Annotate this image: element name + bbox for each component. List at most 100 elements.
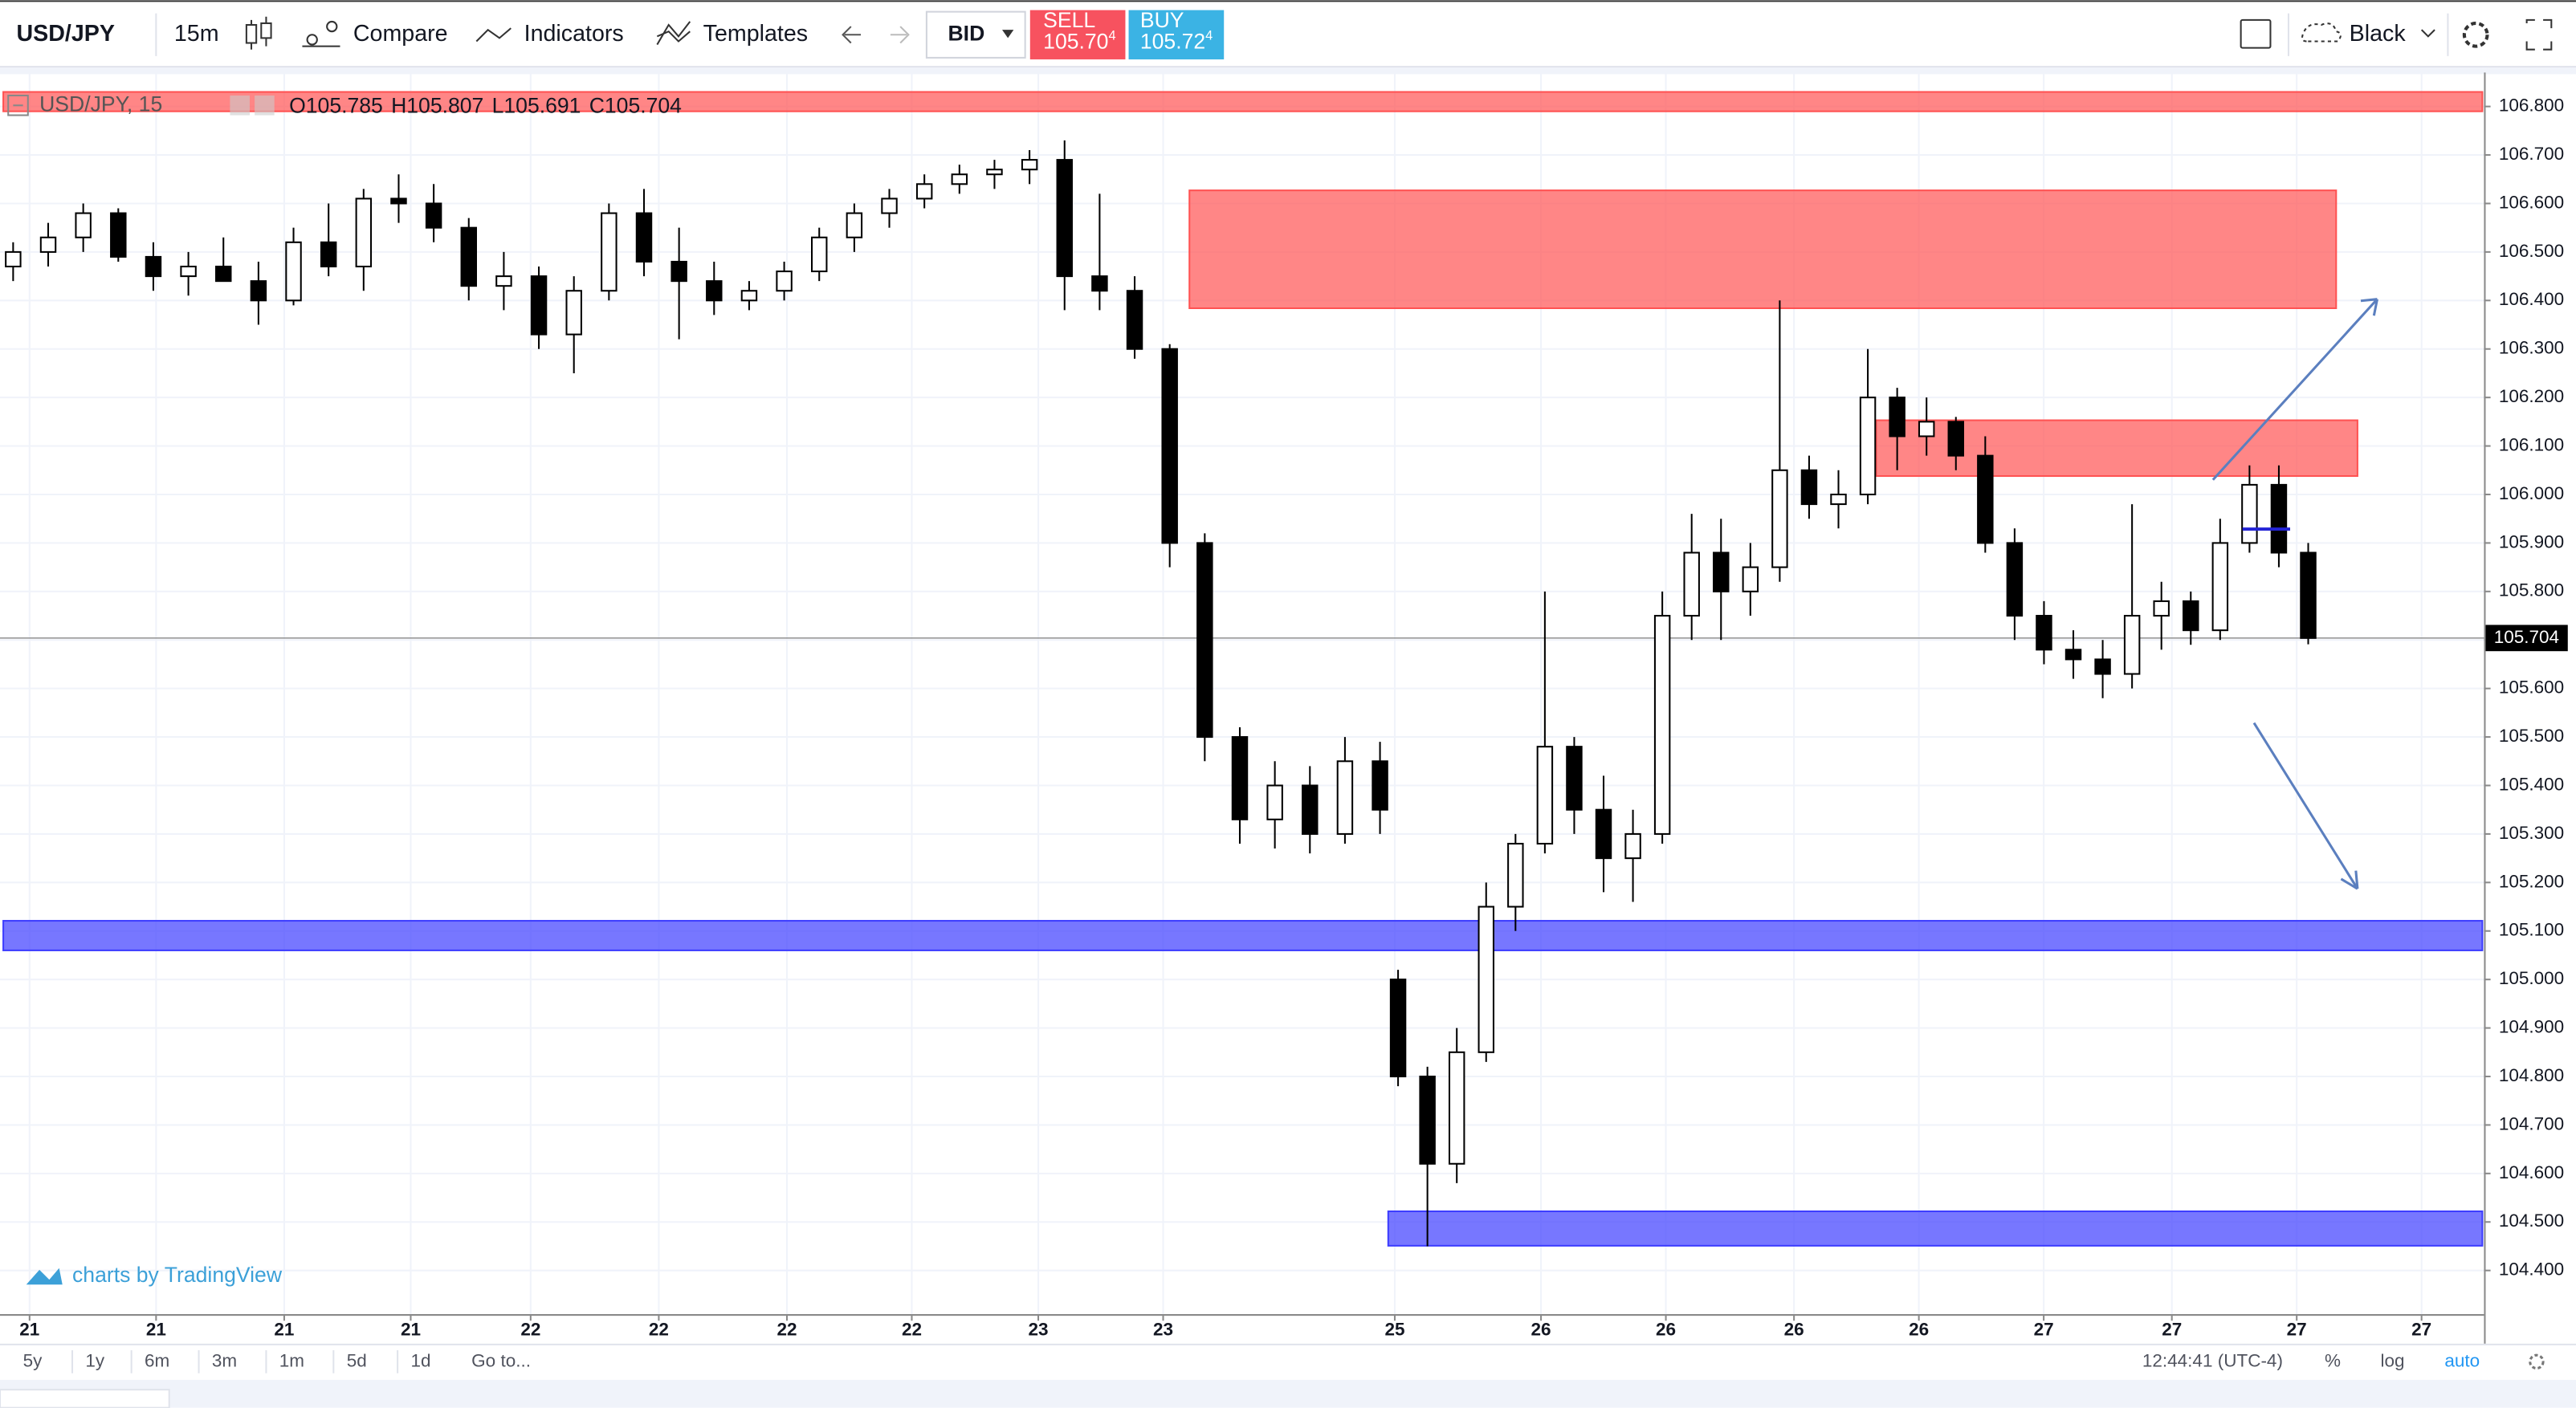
buy-price-main: 105.72 xyxy=(1140,30,1205,54)
candle-body xyxy=(706,280,723,302)
o-value: 105.785 xyxy=(306,93,383,117)
undo-button[interactable] xyxy=(842,26,862,44)
range-button[interactable]: 1d xyxy=(410,1350,430,1370)
redo-button[interactable] xyxy=(890,26,910,44)
chart-style-button[interactable] xyxy=(245,16,272,50)
x-tick-label: 21 xyxy=(146,1319,166,1339)
candle-body xyxy=(1478,905,1494,1053)
candle-body xyxy=(215,265,232,283)
zone[interactable] xyxy=(1387,1210,2484,1247)
indicators-icon xyxy=(475,27,512,43)
drawings xyxy=(2211,298,2378,890)
candle-body xyxy=(530,275,548,336)
range-button[interactable]: 6m xyxy=(145,1350,169,1370)
zone[interactable] xyxy=(2,91,2484,112)
layout-button[interactable]: Black xyxy=(2350,21,2407,47)
spacer xyxy=(0,67,2576,75)
price-axis: 104.400 104.500 104.600 104.700 104.800 104.9… xyxy=(2484,96,2568,1280)
x-tick-label: 23 xyxy=(1029,1319,1049,1339)
sell-button[interactable] xyxy=(1029,10,1126,59)
candle-body xyxy=(776,271,793,292)
collapse-icon[interactable] xyxy=(7,94,29,116)
percent-toggle[interactable]: % xyxy=(2325,1350,2341,1370)
y-tick-label: 105.000 xyxy=(2499,968,2564,988)
range-button[interactable]: 5y xyxy=(23,1350,43,1370)
y-tick-label: 105.100 xyxy=(2499,920,2564,940)
y-tick-label: 106.100 xyxy=(2499,435,2564,455)
y-tick-label: 106.300 xyxy=(2499,338,2564,358)
y-tick-label: 105.300 xyxy=(2499,823,2564,843)
clock: 12:44:41 (UTC-4) xyxy=(2142,1350,2283,1370)
range-button[interactable]: 1m xyxy=(279,1350,304,1370)
x-tick-label: 27 xyxy=(2034,1319,2054,1339)
y-tick-label: 104.400 xyxy=(2499,1259,2564,1280)
candle-body xyxy=(915,183,933,200)
axis-settings[interactable] xyxy=(2529,1353,2545,1370)
y-tick-label: 106.500 xyxy=(2499,241,2564,261)
candle-body xyxy=(1800,469,1818,506)
zone[interactable] xyxy=(2,920,2484,951)
goto-button[interactable]: Go to... xyxy=(471,1350,531,1370)
candle-body xyxy=(1419,1075,1436,1165)
candle-body xyxy=(1372,760,1388,811)
o-label: O xyxy=(289,93,306,117)
y-tick-label: 106.000 xyxy=(2499,483,2564,503)
y-tick-label: 105.900 xyxy=(2499,531,2564,551)
templates-button[interactable]: Templates xyxy=(703,21,808,47)
settings-button[interactable] xyxy=(2462,21,2489,48)
sell-price: 105.704 xyxy=(1043,29,1115,54)
candle-body xyxy=(1336,760,1354,835)
candle-body xyxy=(1056,159,1073,278)
candle-body xyxy=(110,212,127,258)
zone[interactable] xyxy=(1188,189,2338,310)
watermark-text[interactable]: charts by TradingView xyxy=(72,1263,283,1287)
candle-body xyxy=(1161,348,1178,544)
candle-body xyxy=(565,290,582,336)
candle-body xyxy=(1947,421,1964,457)
candle-body xyxy=(1389,979,1407,1078)
candle-body xyxy=(2036,615,2052,651)
x-tick-label: 26 xyxy=(1784,1319,1804,1339)
range-button[interactable]: 3m xyxy=(212,1350,237,1370)
auto-toggle[interactable]: auto xyxy=(2444,1350,2480,1370)
range-button[interactable]: 5d xyxy=(347,1350,367,1370)
candle-body xyxy=(5,250,22,268)
range-button[interactable]: 1y xyxy=(85,1350,105,1370)
legend-icon xyxy=(230,95,250,116)
y-tick-label: 104.500 xyxy=(2499,1211,2564,1231)
maximize-button[interactable] xyxy=(2525,18,2553,51)
y-tick-label: 104.800 xyxy=(2499,1065,2564,1085)
indicators-button[interactable]: Indicators xyxy=(524,21,624,47)
candle-body xyxy=(1091,275,1108,292)
candle-body xyxy=(1742,566,1759,592)
fullscreen-toggle[interactable] xyxy=(2240,18,2272,49)
candle-body xyxy=(390,197,407,205)
y-tick-label: 104.700 xyxy=(2499,1113,2564,1133)
candle-body xyxy=(1653,615,1671,835)
candle-body xyxy=(2183,600,2199,632)
c-label: C xyxy=(589,93,605,117)
top-toolbar: USD/JPY 15m Compare Indicators Templates… xyxy=(0,0,2576,68)
buy-button[interactable] xyxy=(1128,10,1225,59)
legend-icon xyxy=(255,95,275,116)
l-label: L xyxy=(492,93,504,117)
h-value: 105.807 xyxy=(406,93,483,117)
candle-body xyxy=(1977,454,1994,544)
y-tick-label: 104.900 xyxy=(2499,1017,2564,1037)
interval-button[interactable]: 15m xyxy=(174,21,219,47)
log-toggle[interactable]: log xyxy=(2381,1350,2405,1370)
x-tick-label: 22 xyxy=(649,1319,669,1339)
candle-body xyxy=(355,197,373,268)
y-tick-label: 105.400 xyxy=(2499,774,2564,794)
candle-body xyxy=(986,169,1003,176)
symbol-button[interactable]: USD/JPY xyxy=(16,21,114,47)
arrow-up[interactable] xyxy=(2211,298,2378,481)
arrow-down[interactable] xyxy=(2252,722,2359,890)
candle-body xyxy=(1624,832,1641,860)
compare-icon xyxy=(302,20,340,47)
candle-body xyxy=(2241,483,2258,544)
y-tick-label: 106.600 xyxy=(2499,192,2564,212)
compare-button[interactable]: Compare xyxy=(353,21,448,47)
x-tick-label: 21 xyxy=(274,1319,294,1339)
